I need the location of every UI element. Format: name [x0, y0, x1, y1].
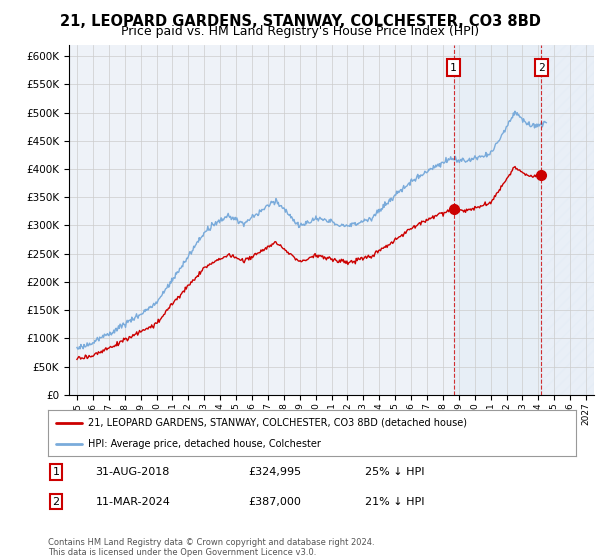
Text: 25% ↓ HPI: 25% ↓ HPI	[365, 467, 424, 477]
Text: 2: 2	[52, 497, 59, 507]
Bar	[454, 45, 541, 395]
Text: HPI: Average price, detached house, Colchester: HPI: Average price, detached house, Colc…	[88, 439, 320, 449]
Text: £324,995: £324,995	[248, 467, 302, 477]
Bar	[541, 45, 594, 395]
Text: Price paid vs. HM Land Registry's House Price Index (HPI): Price paid vs. HM Land Registry's House …	[121, 25, 479, 38]
Text: 21, LEOPARD GARDENS, STANWAY, COLCHESTER, CO3 8BD: 21, LEOPARD GARDENS, STANWAY, COLCHESTER…	[59, 14, 541, 29]
Text: £387,000: £387,000	[248, 497, 302, 507]
Text: 21% ↓ HPI: 21% ↓ HPI	[365, 497, 424, 507]
Text: 11-MAR-2024: 11-MAR-2024	[95, 497, 170, 507]
Text: 31-AUG-2018: 31-AUG-2018	[95, 467, 170, 477]
Text: 2: 2	[538, 63, 545, 73]
Text: 1: 1	[52, 467, 59, 477]
Text: 1: 1	[450, 63, 457, 73]
Text: 21, LEOPARD GARDENS, STANWAY, COLCHESTER, CO3 8BD (detached house): 21, LEOPARD GARDENS, STANWAY, COLCHESTER…	[88, 418, 467, 428]
Text: Contains HM Land Registry data © Crown copyright and database right 2024.
This d: Contains HM Land Registry data © Crown c…	[48, 538, 374, 557]
